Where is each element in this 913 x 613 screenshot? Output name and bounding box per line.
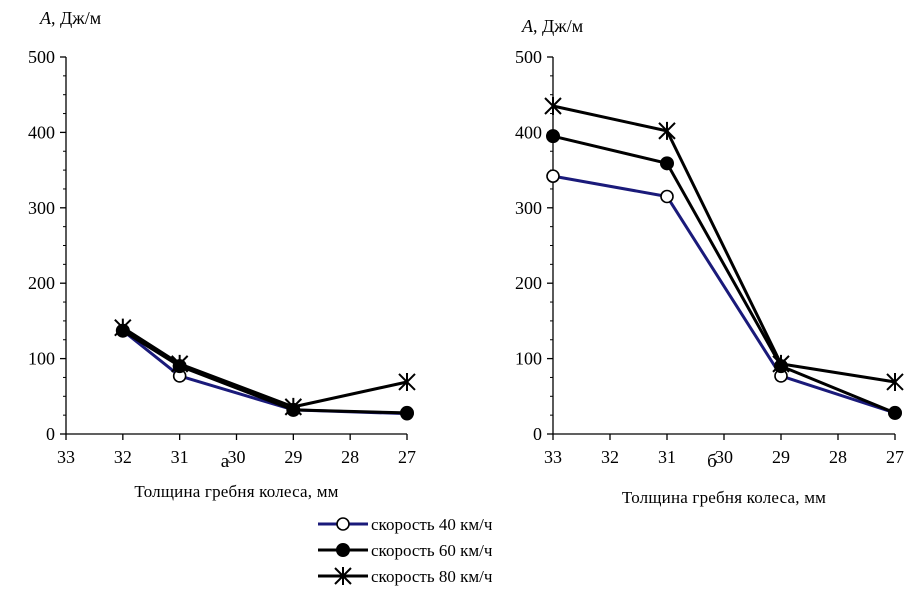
x-tick-label: 27: [886, 447, 904, 467]
x-tick-label: 32: [601, 447, 619, 467]
series-line-2: [122, 329, 408, 415]
legend-label: скорость 40 км/ч: [371, 515, 493, 534]
x-tick-label: 32: [114, 447, 132, 467]
x-tick-label: 30: [715, 447, 733, 467]
data-point-series-3: [544, 97, 562, 116]
x-tick-label: 31: [171, 447, 189, 467]
y-axis-label-variable: A: [39, 8, 52, 28]
y-tick-label: 500: [28, 47, 55, 67]
data-point-series-1: [546, 169, 560, 183]
y-tick-label: 200: [28, 273, 55, 293]
chart-panel-b: 0 100 200 300 400 500 33 32 31 30 29 28 27 A, Дж/м Тол…: [515, 16, 904, 507]
legend-marker: [334, 567, 352, 585]
x-tick-label: 31: [658, 447, 676, 467]
y-tick-label: 0: [46, 424, 55, 444]
data-point-series-1: [660, 189, 674, 204]
y-tick-label: 100: [28, 349, 55, 369]
legend-item-2: скорость 60 км/ч: [318, 541, 493, 560]
legend-label: скорость 80 км/ч: [371, 567, 493, 586]
y-axis-label: A, Дж/м: [521, 16, 583, 36]
data-point-series-3: [772, 354, 790, 373]
x-tick-label: 29: [772, 447, 790, 467]
y-tick-label: 300: [28, 198, 55, 218]
y-axis-label: A, Дж/м: [39, 8, 101, 28]
data-point-series-2: [400, 405, 414, 420]
data-point-series-2: [888, 405, 902, 420]
series-line-3: [552, 104, 896, 384]
data-point-series-3: [398, 372, 416, 391]
panel-label: а: [221, 451, 230, 472]
x-tick-label: 28: [341, 447, 359, 467]
y-tick-label: 400: [28, 122, 55, 142]
x-tick-label: 27: [398, 447, 416, 467]
panel-label: б: [707, 451, 717, 472]
data-point-series-2: [546, 129, 560, 144]
series-line-1: [121, 329, 408, 416]
y-axis-label-variable: A: [521, 16, 534, 36]
series-line-1: [552, 174, 896, 415]
x-axis-label: Толщина гребня колеса, мм: [622, 488, 826, 507]
legend-marker: [336, 543, 350, 557]
data-point-series-3: [886, 372, 904, 391]
legend-item-1: скорость 40 км/ч: [318, 515, 493, 534]
x-axis-label: Толщина гребня колеса, мм: [134, 482, 338, 501]
data-point-series-3: [114, 318, 132, 337]
series-line-3: [122, 326, 408, 409]
legend-marker: [336, 517, 350, 531]
data-point-series-2: [660, 156, 674, 171]
y-tick-label: 200: [515, 273, 542, 293]
y-axis-label-unit: , Дж/м: [533, 16, 583, 36]
x-tick-label: 33: [57, 447, 75, 467]
x-tick-label: 28: [829, 447, 847, 467]
legend-item-3: скорость 80 км/ч: [318, 567, 493, 586]
legend: скорость 40 км/ч скорость 60 км/ч скорость…: [318, 515, 493, 586]
x-tick-label: 33: [544, 447, 562, 467]
x-tick-label: 30: [228, 447, 246, 467]
y-axis-label-unit: , Дж/м: [51, 8, 101, 28]
x-tick-label: 29: [284, 447, 302, 467]
y-tick-label: 100: [515, 349, 542, 369]
series-line-2: [552, 134, 896, 415]
y-tick-label: 0: [533, 424, 542, 444]
chart-panel-a: 0 100 200 300 400 500 33 32 31 30 29 28 27 A, Дж/м Тол…: [28, 8, 416, 501]
data-point-series-3: [658, 121, 676, 140]
y-tick-label: 300: [515, 198, 542, 218]
data-point-series-3: [284, 397, 303, 416]
y-tick-label: 400: [515, 122, 542, 142]
legend-label: скорость 60 км/ч: [371, 541, 493, 560]
y-tick-label: 500: [515, 47, 542, 67]
data-point-series-3: [170, 354, 189, 373]
